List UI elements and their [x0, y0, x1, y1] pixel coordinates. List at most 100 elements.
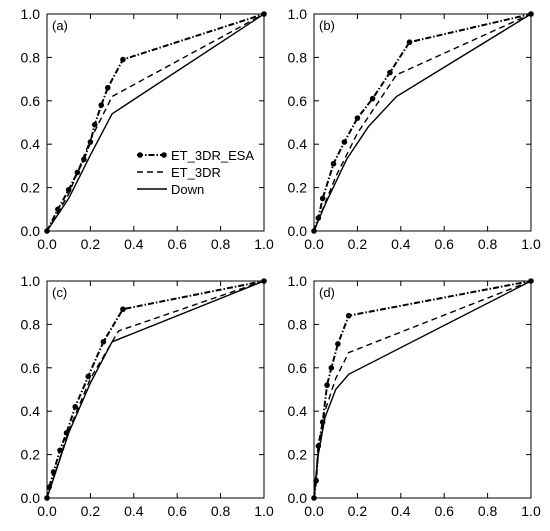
plot-frame: [46, 13, 265, 232]
data-point: [72, 404, 79, 410]
y-tick-label: 0.2: [21, 180, 41, 196]
series-line-down: [46, 280, 265, 499]
data-point: [406, 39, 413, 46]
x-tick-label: 0.6: [434, 503, 454, 519]
y-tick-label: 0.8: [21, 316, 41, 332]
x-tick-label: 0.0: [304, 236, 324, 252]
data-point: [341, 139, 348, 145]
x-tick-label: 1.0: [254, 236, 274, 252]
data-point: [324, 382, 330, 388]
y-tick-label: 1.0: [288, 6, 308, 22]
panel-c: 0.00.0 0.2 0.2 0.4 0.4 0.6 0.6 0.8 0.8 1.0 1.0 (c): [21, 273, 274, 519]
plot-frame: [46, 280, 265, 499]
y-tick-label: 0.0: [288, 490, 308, 506]
panel-b: 0.00.0 0.2 0.2 0.4 0.4 0.6 0.6 0.8 0.8 1.0 1.0 (b): [288, 6, 541, 252]
data-point: [120, 306, 126, 313]
data-point: [328, 365, 335, 371]
x-tick-label: 0.0: [304, 503, 324, 519]
series-line-et-3dr: [313, 13, 532, 232]
y-tick-label: 0.0: [288, 223, 308, 239]
data-point: [330, 160, 337, 167]
x-tick-label: 0.8: [478, 503, 498, 519]
x-tick-label: 0.2: [81, 503, 101, 519]
series-line-et-3dr: [313, 280, 532, 499]
series-line-et-3dr-esa: [46, 280, 265, 499]
data-point: [319, 195, 326, 202]
panel-label: (a): [52, 18, 68, 33]
panel-label: (c): [52, 285, 67, 300]
y-tick-label: 0.6: [288, 360, 308, 376]
y-tick-label: 0.8: [288, 316, 308, 332]
series-line-et-3dr: [46, 280, 265, 499]
x-tick-label: 0.4: [391, 236, 411, 252]
series-line-down: [46, 13, 265, 232]
panel-d: 0.00.0 0.2 0.2 0.4 0.4 0.6 0.6 0.8 0.8 1.0 1.0 (d): [288, 273, 541, 519]
data-point: [104, 84, 111, 91]
panel-label: (d): [319, 285, 335, 300]
data-point: [85, 373, 92, 380]
data-point: [354, 115, 361, 121]
x-tick-label: 0.2: [348, 236, 368, 252]
y-tick-label: 1.0: [21, 6, 41, 22]
y-tick-label: 0.8: [21, 49, 41, 65]
y-tick-label: 0.2: [21, 447, 41, 463]
data-point: [87, 139, 94, 145]
panel-label: (b): [319, 18, 335, 33]
y-tick-label: 1.0: [21, 273, 41, 289]
x-tick-label: 0.8: [478, 236, 498, 252]
legend-label: ET_3DR: [171, 165, 221, 180]
y-tick-label: 0.2: [288, 180, 308, 196]
data-point: [387, 69, 393, 76]
y-tick-label: 0.0: [21, 490, 41, 506]
series-line-et-3dr-esa: [46, 13, 265, 232]
y-tick-label: 0.6: [21, 93, 41, 109]
data-point: [91, 121, 98, 128]
series-line-down: [313, 280, 532, 499]
data-point: [65, 186, 72, 193]
legend-marker: [161, 152, 167, 158]
x-tick-label: 0.0: [37, 236, 57, 252]
series-line-down: [313, 13, 532, 232]
x-tick-label: 0.8: [211, 236, 231, 252]
y-tick-label: 0.6: [21, 360, 41, 376]
series-line-et-3dr-esa: [313, 280, 532, 499]
x-tick-label: 0.6: [434, 236, 454, 252]
x-tick-label: 0.6: [167, 503, 187, 519]
y-tick-label: 1.0: [288, 273, 308, 289]
data-point: [74, 169, 81, 176]
y-tick-label: 0.4: [288, 136, 308, 152]
legend-label: Down: [171, 182, 204, 197]
y-tick-label: 0.6: [288, 93, 308, 109]
x-tick-label: 0.8: [211, 503, 231, 519]
plot-frame: [313, 13, 532, 232]
x-tick-label: 0.4: [124, 503, 144, 519]
legend-label: ET_3DR_ESA: [171, 148, 254, 163]
x-tick-label: 1.0: [521, 503, 541, 519]
y-tick-label: 0.4: [21, 403, 41, 419]
y-tick-label: 0.8: [288, 49, 308, 65]
y-tick-label: 0.2: [288, 447, 308, 463]
plot-frame: [313, 280, 532, 499]
x-tick-label: 0.0: [37, 503, 57, 519]
data-point: [57, 447, 63, 454]
data-point: [100, 338, 107, 345]
x-tick-label: 0.6: [167, 236, 187, 252]
x-tick-label: 0.2: [348, 503, 368, 519]
x-tick-label: 0.2: [81, 236, 101, 252]
x-tick-label: 0.4: [391, 503, 411, 519]
panel-a: 0.00.0 0.2 0.2 0.4 0.4 0.6 0.6 0.8 0.8 1.0 1.0 (a) E…: [21, 6, 274, 252]
data-point: [335, 341, 341, 347]
series-line-et-3dr: [46, 13, 265, 232]
data-point: [345, 312, 352, 319]
data-point: [98, 102, 105, 108]
x-tick-label: 1.0: [254, 503, 274, 519]
y-tick-label: 0.4: [21, 136, 41, 152]
data-point: [120, 56, 126, 63]
legend-marker: [137, 152, 143, 158]
y-tick-label: 0.0: [21, 223, 41, 239]
data-point: [369, 95, 376, 102]
series-line-et-3dr-esa: [313, 13, 532, 232]
x-tick-label: 1.0: [521, 236, 541, 252]
x-tick-label: 0.4: [124, 236, 144, 252]
